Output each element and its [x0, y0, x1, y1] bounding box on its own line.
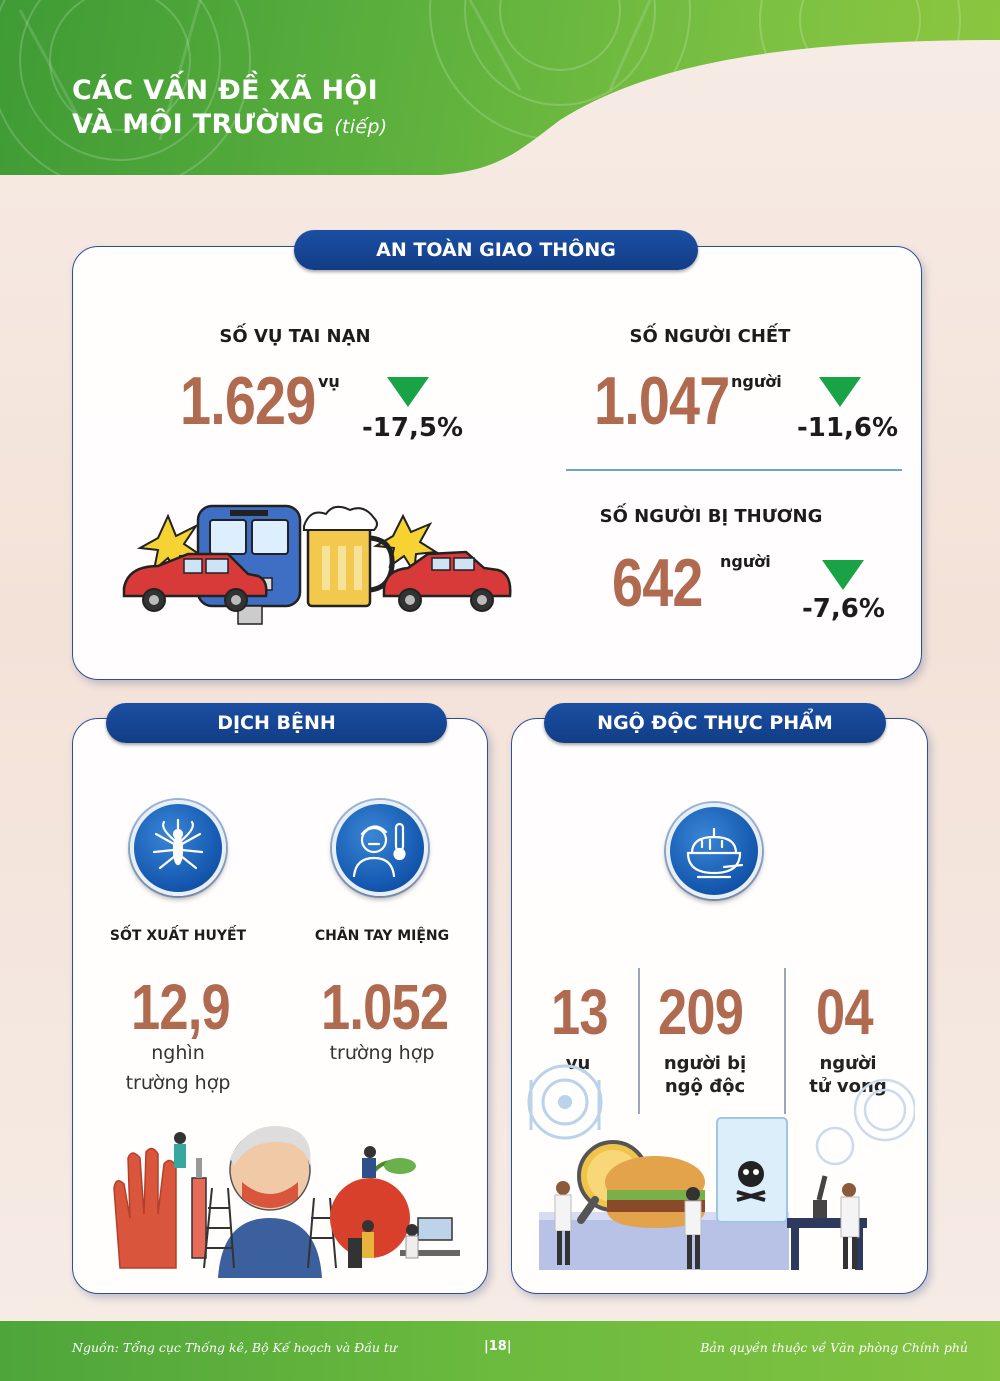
page-title: CÁC VẤN ĐỀ XÃ HỘI VÀ MÔI TRƯỜNG (tiếp)	[72, 74, 387, 144]
injured-change: -7,6%	[802, 594, 885, 624]
mosquito-icon	[130, 800, 226, 896]
title-line-2-text: VÀ MÔI TRƯỜNG	[72, 109, 325, 140]
accidents-down-arrow-icon	[387, 377, 429, 407]
food-poisoned-value: 209	[658, 976, 744, 1048]
food-poisoning-illustration	[527, 1064, 915, 1270]
traffic-divider	[566, 469, 902, 471]
deaths-down-arrow-icon	[819, 377, 861, 407]
injured-value: 642	[612, 545, 703, 621]
footer-copyright: Bản quyền thuộc về Văn phòng Chính phủ	[700, 1340, 968, 1355]
page-footer: Nguồn: Tổng cục Thống kê, Bộ Kế hoạch và…	[0, 1321, 1000, 1381]
dengue-unit-line-2: trường hợp	[125, 1072, 231, 1094]
injured-unit: người	[720, 552, 771, 571]
sick-person-thermometer-icon	[332, 800, 428, 896]
food-poisoned-unit-line-2: ngộ độc	[664, 1076, 746, 1097]
title-suffix: (tiếp)	[334, 116, 388, 138]
deaths-value: 1.047	[594, 363, 730, 439]
food-cases-value: 13	[551, 976, 609, 1048]
food-poisoned-unit-line-1: người bị	[663, 1053, 747, 1074]
traffic-accident-illustration	[122, 504, 512, 625]
footer-source: Nguồn: Tổng cục Thống kê, Bộ Kế hoạch và…	[72, 1340, 397, 1355]
food-deaths-unit-line-1: người	[819, 1053, 877, 1074]
food-divider-2	[784, 968, 786, 1114]
dengue-value: 12,9	[131, 971, 231, 1043]
hfmd-unit-line-1: trường hợp	[329, 1042, 435, 1064]
food-poisoning-title: NGỘ ĐỘC THỰC PHẨM	[544, 703, 886, 743]
dengue-label: SỐT XUẤT HUYẾT	[109, 928, 247, 944]
disease-title: DỊCH BỆNH	[106, 703, 447, 743]
accidents-label: SỐ VỤ TAI NẠN	[219, 326, 371, 347]
footer-page-number: |18|	[484, 1339, 512, 1354]
hfmd-value: 1.052	[321, 971, 449, 1043]
accidents-value: 1.629	[180, 363, 316, 439]
disease-prevention-illustration	[113, 1126, 460, 1278]
title-line-1: CÁC VẤN ĐỀ XÃ HỘI	[72, 75, 378, 106]
food-bowl-icon	[666, 803, 762, 899]
food-deaths-value: 04	[816, 976, 874, 1048]
food-divider-1	[638, 968, 640, 1114]
deaths-change: -11,6%	[797, 413, 898, 443]
hfmd-label: CHÂN TAY MIỆNG	[314, 928, 450, 944]
traffic-safety-title: AN TOÀN GIAO THÔNG	[294, 230, 698, 270]
accidents-change: -17,5%	[362, 413, 463, 443]
food-deaths-unit-line-2: tử vong	[809, 1076, 887, 1097]
food-cases-unit: vụ	[565, 1053, 591, 1074]
injured-label: SỐ NGƯỜI BỊ THƯƠNG	[599, 506, 823, 527]
title-line-2: VÀ MÔI TRƯỜNG (tiếp)	[72, 108, 387, 144]
deaths-label: SỐ NGƯỜI CHẾT	[629, 326, 791, 347]
deaths-unit: người	[731, 372, 782, 391]
injured-down-arrow-icon	[822, 560, 864, 590]
accidents-unit: vụ	[318, 372, 340, 391]
dengue-unit-line-1: nghìn	[151, 1042, 205, 1064]
